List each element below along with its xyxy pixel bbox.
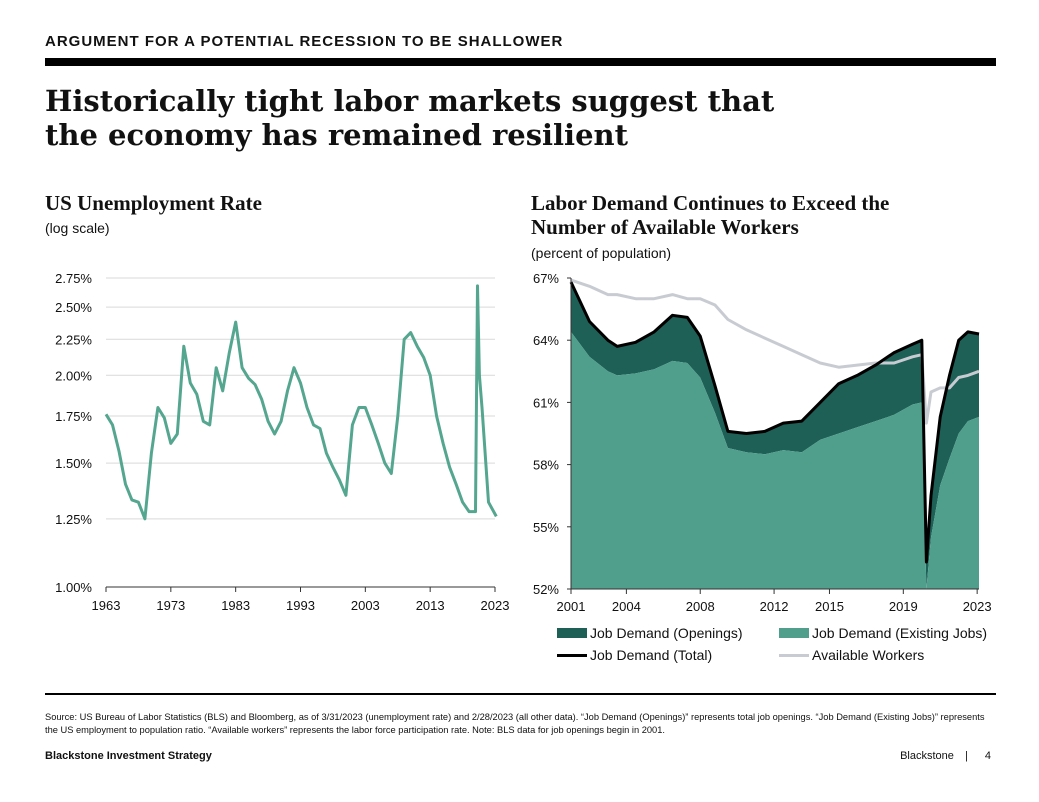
y-tick-label: 55% (533, 520, 559, 535)
legend-openings: Job Demand (Openings) (557, 625, 743, 641)
x-tick-label: 1973 (156, 598, 185, 613)
x-tick-label: 2013 (416, 598, 445, 613)
y-tick-label: 2.50% (55, 300, 92, 315)
footer-brand-strategy: Blackstone Investment Strategy (45, 750, 212, 762)
legend-existing: Job Demand (Existing Jobs) (779, 625, 987, 641)
headline-line-1: Historically tight labor markets suggest… (45, 84, 775, 118)
chart2-title: Labor Demand Continues to Exceed the Num… (531, 191, 889, 239)
y-tick-label: 2.75% (55, 271, 92, 286)
y-tick-label: 1.25% (55, 512, 92, 527)
footer-rule (45, 693, 996, 695)
openings-area (571, 282, 979, 589)
x-tick-label: 2023 (963, 599, 992, 614)
chart2-title-line-1: Labor Demand Continues to Exceed the (531, 191, 890, 215)
legend-existing-swatch (779, 628, 809, 638)
legend-total-swatch (557, 653, 587, 657)
page-headline: Historically tight labor markets suggest… (45, 84, 945, 152)
header-rule (45, 58, 996, 66)
x-tick-label: 1963 (92, 598, 121, 613)
x-tick-label: 1983 (221, 598, 250, 613)
footer-separator: | (964, 750, 968, 762)
y-tick-label: 2.00% (55, 368, 92, 383)
x-tick-label: 2008 (686, 599, 715, 614)
legend-openings-label: Job Demand (Openings) (590, 625, 743, 641)
y-tick-label: 52% (533, 582, 559, 597)
source-note: Source: US Bureau of Labor Statistics (B… (45, 712, 985, 735)
y-tick-label: 1.00% (55, 580, 92, 595)
y-tick-label: 61% (533, 395, 559, 410)
chart2-title-line-2: Number of Available Workers (531, 215, 799, 239)
page-number: 4 (984, 750, 991, 762)
x-tick-label: 2003 (351, 598, 380, 613)
footer-brand: Blackstone (900, 750, 954, 762)
x-tick-label: 2019 (889, 599, 918, 614)
x-tick-label: 2023 (481, 598, 510, 613)
x-tick-label: 2015 (815, 599, 844, 614)
x-tick-label: 1993 (286, 598, 315, 613)
footer-right: Blackstone | 4 (900, 750, 991, 762)
section-eyebrow: ARGUMENT FOR A POTENTIAL RECESSION TO BE… (45, 33, 564, 50)
chart2-subtitle: (percent of population) (531, 245, 672, 261)
labor-demand-chart: 67% 64% 61% 58% 55% 52% 2001 2004 2008 2012 2015 20… (533, 271, 992, 614)
unemployment-line (104, 284, 498, 521)
y-tick-label: 67% (533, 271, 559, 286)
available-workers-line (570, 278, 980, 425)
x-tick-label: 2004 (612, 599, 641, 614)
total-demand-line (569, 281, 980, 564)
legend-openings-swatch (557, 628, 587, 638)
legend-existing-label: Job Demand (Existing Jobs) (812, 625, 988, 641)
chart1-title: US Unemployment Rate (45, 191, 262, 215)
existing-jobs-area (571, 331, 979, 589)
headline-line-2: the economy has remained resilient (45, 118, 629, 152)
y-tick-label: 1.50% (55, 456, 92, 471)
y-tick-label: 2.25% (55, 332, 92, 347)
y-tick-label: 1.75% (55, 409, 92, 424)
legend-workers-swatch (779, 653, 809, 657)
x-tick-label: 2001 (557, 599, 586, 614)
unemployment-chart: 2.75% 2.50% 2.25% 2.00% 1.75% 1.50% 1.25% 1.00%… (55, 271, 509, 613)
y-tick-label: 64% (533, 333, 559, 348)
x-tick-label: 2012 (760, 599, 789, 614)
legend-workers-label: Available Workers (812, 647, 925, 663)
legend-total-label: Job Demand (Total) (590, 647, 713, 663)
chart1-subtitle: (log scale) (45, 220, 110, 236)
y-tick-label: 58% (533, 458, 559, 473)
legend-workers: Available Workers (779, 647, 924, 663)
legend-total: Job Demand (Total) (557, 647, 712, 663)
